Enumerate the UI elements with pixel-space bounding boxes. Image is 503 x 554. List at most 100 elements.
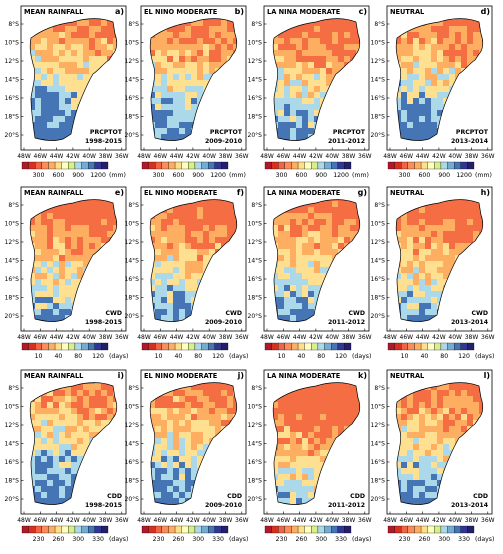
lon-tick-label: 46W bbox=[154, 517, 168, 524]
lon-tick-label: 42W bbox=[309, 334, 323, 341]
colorbar-swatch bbox=[428, 526, 435, 533]
lat-tick-label: 14°S bbox=[125, 77, 140, 84]
colorbar-swatch bbox=[388, 526, 395, 533]
lon-tick-label: 42W bbox=[186, 153, 200, 160]
colorbar-swatch bbox=[305, 343, 312, 350]
lon-tick-label: 42W bbox=[309, 517, 323, 524]
lon-tick-label: 38W bbox=[342, 334, 356, 341]
colorbar-swatch bbox=[395, 343, 402, 350]
lat-tick-label: 16°S bbox=[248, 459, 263, 466]
colorbar-swatch bbox=[42, 162, 49, 169]
lat-tick-label: 12°S bbox=[248, 239, 263, 246]
lat-tick-label: 16°S bbox=[125, 276, 140, 283]
lat-tick-label: 12°S bbox=[125, 422, 140, 429]
colorbar-swatch bbox=[188, 162, 195, 169]
colorbar-swatch bbox=[311, 162, 318, 169]
colorbar-tick-label: 80 bbox=[74, 353, 82, 360]
colorbar-swatch bbox=[291, 526, 298, 533]
colorbar-swatch bbox=[95, 162, 102, 169]
lon-tick-label: 40W bbox=[325, 153, 339, 160]
colorbar-swatch bbox=[278, 162, 285, 169]
lat-tick-label: 14°S bbox=[5, 441, 20, 448]
lon-tick-label: 36W bbox=[235, 334, 249, 341]
colorbar-tick-label: 1200 bbox=[90, 172, 106, 179]
colorbar-swatch bbox=[414, 343, 421, 350]
index-label: CDD bbox=[107, 493, 122, 500]
lat-tick-label: 12°S bbox=[248, 422, 263, 429]
colorbar-swatch bbox=[162, 343, 169, 350]
lat-tick-label: 8°S bbox=[374, 21, 385, 28]
colorbar-unit: (days) bbox=[475, 536, 494, 543]
lat-tick-label: 14°S bbox=[5, 258, 20, 265]
lat-tick-label: 14°S bbox=[371, 77, 386, 84]
colorbar-unit: (days) bbox=[109, 353, 128, 360]
colorbar-unit: (days) bbox=[475, 353, 494, 360]
lat-tick-label: 16°S bbox=[371, 459, 386, 466]
colorbar-swatch bbox=[325, 526, 332, 533]
lon-tick-label: 44W bbox=[293, 334, 307, 341]
colorbar-tick-label: 300 bbox=[33, 172, 45, 179]
index-label: CDD bbox=[227, 493, 242, 500]
colorbar-swatch bbox=[175, 162, 182, 169]
colorbar-swatch bbox=[461, 526, 468, 533]
colorbar-swatch bbox=[142, 343, 149, 350]
lat-tick-label: 18°S bbox=[248, 478, 263, 485]
index-label: PRCPTOT bbox=[210, 129, 243, 136]
lat-tick-label: 8°S bbox=[8, 385, 19, 392]
colorbar-swatch bbox=[95, 526, 102, 533]
colorbar-swatch bbox=[175, 526, 182, 533]
colorbar-swatch bbox=[461, 162, 468, 169]
colorbar-tick-label: 40 bbox=[420, 353, 428, 360]
panel-letter: b) bbox=[235, 7, 244, 16]
lat-tick-label: 16°S bbox=[371, 276, 386, 283]
period-label: 2013-2014 bbox=[451, 138, 489, 145]
colorbar-swatch bbox=[421, 343, 428, 350]
period-label: 2011-2012 bbox=[328, 319, 365, 326]
lat-tick-label: 10°S bbox=[371, 221, 386, 228]
colorbar-swatch bbox=[168, 343, 175, 350]
lon-tick-label: 46W bbox=[34, 153, 48, 160]
colorbar-swatch bbox=[285, 526, 292, 533]
colorbar-swatch bbox=[155, 343, 162, 350]
lon-tick-label: 40W bbox=[82, 334, 96, 341]
lon-tick-label: 48W bbox=[17, 334, 31, 341]
lon-tick-label: 44W bbox=[170, 153, 184, 160]
lat-tick-label: 18°S bbox=[5, 295, 20, 302]
colorbar-swatch bbox=[195, 162, 202, 169]
colorbar-swatch bbox=[22, 526, 29, 533]
colorbar-swatch bbox=[265, 162, 272, 169]
colorbar-swatch bbox=[298, 343, 305, 350]
colorbar-swatch bbox=[62, 162, 69, 169]
lat-tick-label: 20°S bbox=[5, 313, 20, 320]
colorbar-tick-label: 1200 bbox=[333, 172, 349, 179]
panel-title: LA NINA MODERATE bbox=[267, 372, 341, 380]
colorbar-swatch bbox=[318, 162, 325, 169]
colorbar-tick-label: 10 bbox=[278, 353, 286, 360]
lat-tick-label: 8°S bbox=[128, 385, 139, 392]
lon-tick-label: 44W bbox=[293, 153, 307, 160]
lon-tick-label: 42W bbox=[66, 334, 80, 341]
colorbar-swatch bbox=[175, 343, 182, 350]
lon-tick-label: 46W bbox=[34, 517, 48, 524]
colorbar-swatch bbox=[62, 526, 69, 533]
lat-tick-label: 18°S bbox=[125, 114, 140, 121]
colorbar-swatch bbox=[344, 343, 351, 350]
lat-tick-label: 14°S bbox=[5, 77, 20, 84]
lon-tick-label: 46W bbox=[400, 517, 414, 524]
lat-tick-label: 10°S bbox=[248, 404, 263, 411]
lon-tick-label: 36W bbox=[358, 517, 372, 524]
lon-tick-label: 38W bbox=[465, 517, 479, 524]
index-label: CWD bbox=[105, 310, 122, 317]
panel-letter: c) bbox=[359, 7, 367, 16]
colorbar-swatch bbox=[441, 162, 448, 169]
lon-tick-label: 42W bbox=[186, 517, 200, 524]
colorbar-swatch bbox=[101, 526, 108, 533]
lat-tick-label: 16°S bbox=[125, 95, 140, 102]
colorbar-tick-label: 260 bbox=[52, 536, 64, 543]
